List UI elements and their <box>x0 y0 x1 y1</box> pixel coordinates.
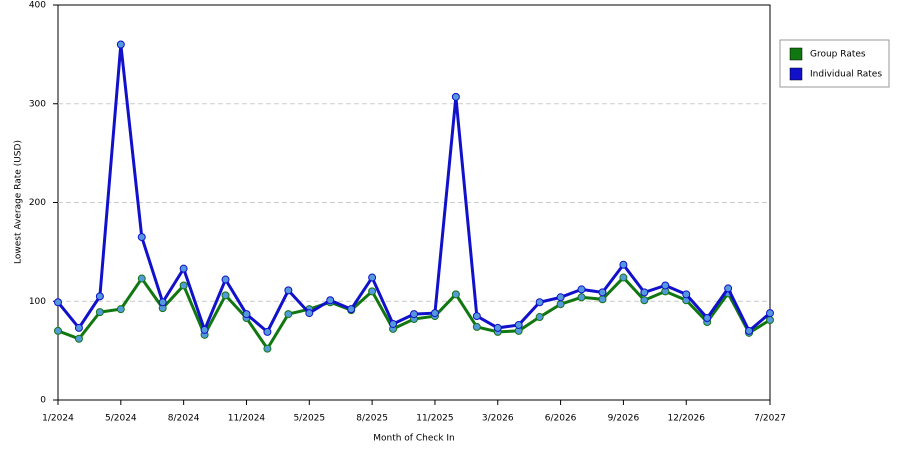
point <box>430 309 439 318</box>
point <box>137 274 146 283</box>
legend-swatch <box>789 47 803 61</box>
point <box>410 310 418 319</box>
point <box>242 310 251 319</box>
x-tick-label: 8/2025 <box>356 414 388 424</box>
legend-label: Individual Rates <box>810 70 882 80</box>
y-tick-label: 400 <box>29 1 46 11</box>
point <box>577 285 586 294</box>
point <box>661 281 670 290</box>
point <box>451 290 460 299</box>
legend-swatch <box>789 67 803 81</box>
point <box>766 309 774 318</box>
point <box>577 293 586 302</box>
point <box>179 281 188 290</box>
y-tick-label: 200 <box>29 198 46 208</box>
point <box>535 313 544 322</box>
y-tick-label: 0 <box>40 396 46 406</box>
x-axis-label: Month of Check In <box>373 434 455 444</box>
point <box>347 305 356 314</box>
point <box>326 296 335 305</box>
point <box>619 260 628 269</box>
point <box>368 273 377 282</box>
x-tick-label: 9/2026 <box>608 414 640 424</box>
point <box>116 305 125 314</box>
y-tick-label: 100 <box>29 297 46 307</box>
point <box>179 264 188 273</box>
point <box>640 288 649 297</box>
point <box>598 295 607 304</box>
point <box>766 316 774 325</box>
x-tick-label: 7/2027 <box>754 414 786 424</box>
point <box>619 273 628 282</box>
point <box>74 334 83 343</box>
x-tick-label: 5/2025 <box>293 414 325 424</box>
point <box>703 314 712 323</box>
point <box>493 323 502 332</box>
point <box>472 312 481 321</box>
point <box>137 233 146 242</box>
point <box>284 286 293 295</box>
x-tick-label: 11/2025 <box>416 414 453 424</box>
x-tick-label: 3/2026 <box>482 414 514 424</box>
point <box>682 290 691 299</box>
point <box>514 320 523 329</box>
x-tick-label: 5/2024 <box>105 414 137 424</box>
point <box>472 322 481 331</box>
point <box>221 275 230 284</box>
point <box>263 344 272 353</box>
x-tick-label: 8/2024 <box>168 414 200 424</box>
point <box>556 300 565 309</box>
point <box>200 325 209 334</box>
legend-label: Group Rates <box>810 50 866 60</box>
point <box>95 292 104 301</box>
point <box>640 296 649 305</box>
point <box>535 298 544 307</box>
point <box>451 92 460 101</box>
point <box>221 291 230 300</box>
x-tick-label: 6/2026 <box>545 414 577 424</box>
point <box>263 327 272 336</box>
point <box>116 40 125 49</box>
point <box>598 288 607 297</box>
point <box>284 310 293 319</box>
point <box>74 323 83 332</box>
point <box>556 293 565 302</box>
x-tick-label: 11/2024 <box>228 414 266 424</box>
point <box>95 308 104 317</box>
point <box>54 326 62 335</box>
point <box>389 319 398 328</box>
y-axis-label: Lowest Average Rate (USD) <box>14 140 24 264</box>
point <box>745 326 754 335</box>
point <box>305 309 314 318</box>
point <box>368 287 377 296</box>
x-tick-label: 12/2026 <box>668 414 706 424</box>
x-tick-label: 1/2024 <box>42 414 74 424</box>
point <box>158 298 167 307</box>
point <box>54 298 62 307</box>
point <box>724 284 733 293</box>
y-tick-label: 300 <box>29 99 46 109</box>
